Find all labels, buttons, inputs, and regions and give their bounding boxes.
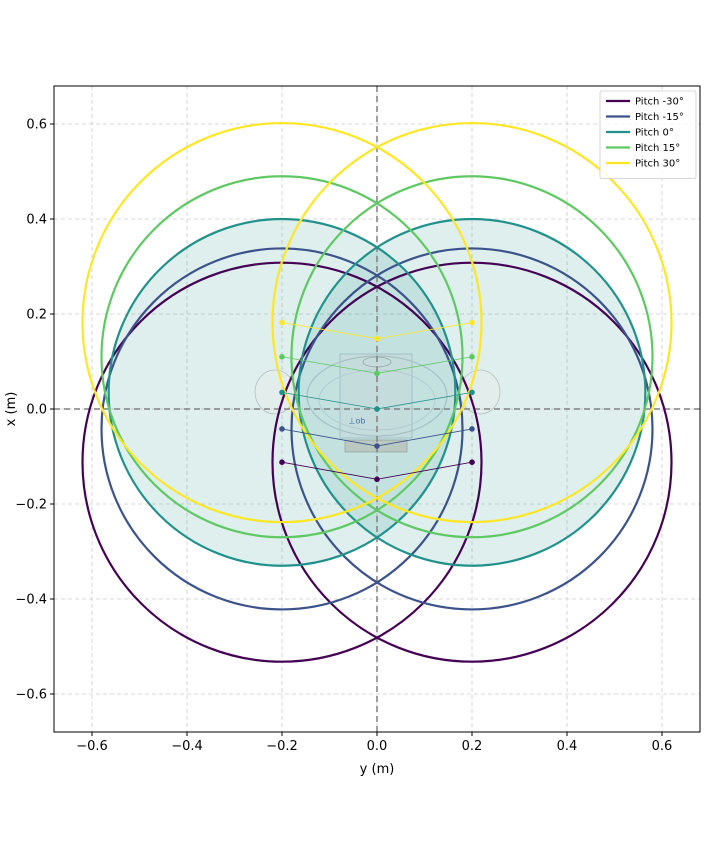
series-marker — [469, 353, 475, 360]
x-tick-label: −0.6 — [76, 739, 108, 754]
y-tick-label: 0.2 — [26, 308, 47, 323]
series-marker — [279, 426, 285, 432]
series-marker — [279, 389, 285, 396]
robot-right-float — [459, 369, 501, 415]
y-tick-label: 0.6 — [26, 118, 47, 133]
x-axis-ticks: −0.6 −0.4 −0.2 0.0 0.2 0.4 0.6 — [76, 732, 672, 754]
x-tick-label: 0.0 — [367, 739, 388, 754]
series-marker — [279, 459, 285, 466]
x-axis-label: y (m) — [360, 762, 395, 777]
y-axis-ticks: −0.6 −0.4 −0.2 0.0 0.2 0.4 0.6 — [15, 118, 54, 703]
legend-box — [599, 90, 697, 179]
series-marker — [469, 459, 475, 466]
legend-label: Pitch -15° — [635, 112, 684, 123]
series-marker — [469, 426, 475, 432]
series-circle — [100, 247, 464, 611]
series-marker — [469, 389, 475, 396]
series-marker — [279, 319, 285, 326]
x-tick-label: −0.2 — [266, 739, 298, 754]
robot-left-float — [254, 369, 296, 415]
series-marker — [469, 319, 475, 326]
y-tick-label: 0.4 — [26, 213, 47, 228]
y-axis-label: x (m) — [4, 392, 19, 427]
series-marker — [374, 476, 380, 483]
legend: Pitch -30° Pitch -15° Pitch 0° Pitch 15° Pit… — [599, 90, 697, 179]
series-circle — [297, 217, 647, 567]
annotation-label: ⊥ob — [349, 416, 366, 425]
series-circle — [81, 121, 483, 524]
series-circle — [100, 175, 464, 539]
series-circles — [81, 121, 673, 663]
legend-label: Pitch 0° — [635, 128, 674, 139]
series-marker — [374, 406, 380, 412]
x-tick-label: 0.2 — [462, 739, 483, 754]
series-circle — [107, 217, 457, 567]
series-marker — [279, 353, 285, 360]
legend-label: Pitch -30° — [635, 97, 684, 108]
series-markers — [279, 319, 475, 483]
y-tick-label: −0.2 — [15, 498, 47, 513]
y-tick-label: 0.0 — [26, 403, 47, 418]
legend-label: Pitch 15° — [635, 143, 680, 154]
series-circle — [290, 175, 654, 539]
series-marker — [374, 335, 380, 342]
legend-label: Pitch 30° — [635, 159, 680, 170]
robot-body — [339, 353, 413, 439]
y-tick-label: −0.6 — [15, 688, 47, 703]
series-marker — [374, 443, 380, 449]
x-tick-label: 0.4 — [557, 739, 578, 754]
x-tick-label: 0.6 — [652, 739, 673, 754]
y-tick-label: −0.4 — [15, 593, 47, 608]
series-circle — [271, 121, 673, 524]
series-circle — [290, 247, 654, 611]
x-tick-label: −0.4 — [171, 739, 203, 754]
series-marker — [374, 370, 380, 377]
annotations: ⊥ob — [349, 416, 366, 425]
